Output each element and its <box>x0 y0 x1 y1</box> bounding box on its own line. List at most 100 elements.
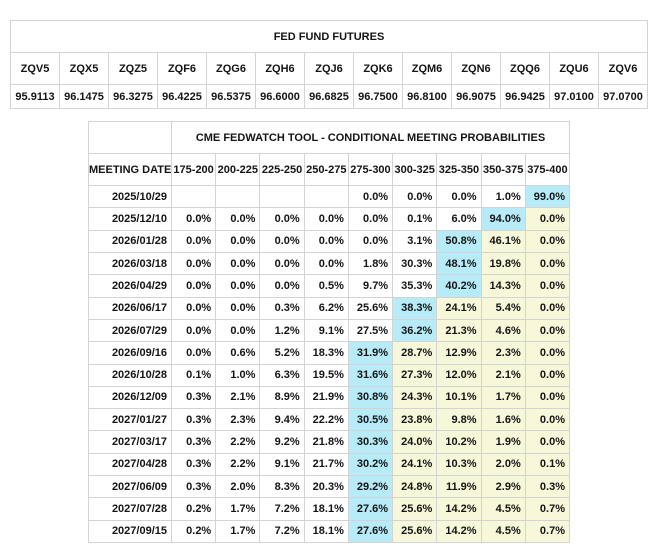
probability-cell: 1.7% <box>215 497 261 521</box>
probability-cell: 21.8% <box>303 430 349 454</box>
probability-cell: 6.3% <box>259 363 305 387</box>
probability-cell: 9.1% <box>259 452 305 477</box>
probability-cell: 6.2% <box>303 296 349 320</box>
probability-row: 2027/04/28 0.3% 2.2% 9.1% 21.7% 30.2% 24.1% 10.… <box>88 452 571 477</box>
probability-cell: 18.1% <box>303 497 349 521</box>
futures-price-cell: 95.9113 <box>10 84 60 109</box>
probability-cell: 30.3% <box>347 430 394 454</box>
probability-cell: 0.0% <box>524 274 571 298</box>
probability-row: 2027/01/27 0.3% 2.3% 9.4% 22.2% 30.5% 23.8% 9.8… <box>88 408 571 432</box>
probability-cell: 10.3% <box>436 452 482 477</box>
rate-range-header: 200-225 <box>215 153 261 186</box>
rate-range-header: 250-275 <box>303 153 349 186</box>
probability-cell: 0.0% <box>303 229 349 253</box>
meeting-date-cell: 2027/04/28 <box>88 452 172 477</box>
probability-cell: 31.9% <box>347 341 394 365</box>
probability-cell: 3.1% <box>392 229 438 253</box>
meeting-date-cell: 2026/06/17 <box>88 296 172 320</box>
probability-cell: 0.0% <box>170 318 217 343</box>
probability-cell: 25.6% <box>347 296 394 320</box>
probability-cell: 27.6% <box>347 497 394 521</box>
probability-cell: 24.1% <box>392 452 438 477</box>
probability-cell: 0.3% <box>170 475 217 499</box>
meeting-date-header: MEETING DATE <box>88 153 172 186</box>
futures-price-cell: 96.6825 <box>304 84 354 109</box>
probability-cell: 22.2% <box>303 408 349 432</box>
probability-cell: 2.1% <box>215 385 261 410</box>
probability-cell: 14.2% <box>436 519 482 544</box>
probability-row: 2027/07/28 0.2% 1.7% 7.2% 18.1% 27.6% 25.6% 14.… <box>88 497 571 521</box>
probability-cell: 4.5% <box>480 497 526 521</box>
probability-cell: 0.0% <box>170 296 217 320</box>
probability-row: 2025/10/29 0.0% 0.0% 0.0% 1.0% 99.0% <box>88 184 571 209</box>
probability-cell: 0.1% <box>170 363 217 387</box>
fedwatch-table-title: CME FEDWATCH TOOL - CONDITIONAL MEETING … <box>171 121 570 154</box>
probability-cell <box>170 184 217 209</box>
meeting-date-cell: 2026/04/29 <box>88 274 172 298</box>
probability-cell: 6.0% <box>436 207 482 231</box>
probability-row: 2026/07/29 0.0% 0.0% 1.2% 9.1% 27.5% 36.2% 21.3… <box>88 318 571 343</box>
probability-cell: 0.0% <box>170 251 217 276</box>
futures-column-header: ZQV5 <box>10 52 60 85</box>
probability-cell: 0.1% <box>392 207 438 231</box>
probability-cell: 0.2% <box>170 519 217 544</box>
probability-cell: 27.5% <box>347 318 394 343</box>
futures-column-header: ZQH6 <box>255 52 305 85</box>
futures-column-header: ZQK6 <box>353 52 403 85</box>
probability-cell: 2.2% <box>215 430 261 454</box>
probability-cell: 0.0% <box>215 318 261 343</box>
probability-cell: 94.0% <box>480 207 526 231</box>
probability-cell: 0.3% <box>259 296 305 320</box>
probability-row: 2026/09/16 0.0% 0.6% 5.2% 18.3% 31.9% 28.7% 12.… <box>88 341 571 365</box>
probability-cell: 0.0% <box>259 207 305 231</box>
probability-row: 2026/06/17 0.0% 0.0% 0.3% 6.2% 25.6% 38.3% 24.1… <box>88 296 571 320</box>
probability-cell: 0.0% <box>215 251 261 276</box>
futures-price-cell: 97.0700 <box>598 84 648 109</box>
probability-cell: 0.0% <box>524 207 571 231</box>
probability-row: 2027/09/15 0.2% 1.7% 7.2% 18.1% 27.6% 25.6% 14.… <box>88 519 571 544</box>
futures-price-cell: 96.9425 <box>500 84 550 109</box>
probability-cell: 2.9% <box>480 475 526 499</box>
probability-cell: 0.0% <box>524 408 571 432</box>
probability-cell: 99.0% <box>524 184 571 209</box>
probability-cell: 0.0% <box>170 274 217 298</box>
probability-cell: 24.0% <box>392 430 438 454</box>
probability-cell: 0.3% <box>170 452 217 477</box>
meeting-date-cell: 2026/01/28 <box>88 229 172 253</box>
probability-cell: 0.0% <box>524 229 571 253</box>
futures-price-cell: 96.6000 <box>255 84 305 109</box>
probability-cell: 19.5% <box>303 363 349 387</box>
probability-row: 2025/12/10 0.0% 0.0% 0.0% 0.0% 0.0% 0.1% 6.0% 94… <box>88 207 571 231</box>
futures-column-header: ZQQ6 <box>500 52 550 85</box>
probability-cell: 0.0% <box>259 229 305 253</box>
probability-cell: 2.1% <box>480 363 526 387</box>
probability-cell: 5.4% <box>480 296 526 320</box>
probability-cell: 0.0% <box>524 251 571 276</box>
probability-cell: 48.1% <box>436 251 482 276</box>
futures-title-row: FED FUND FUTURES <box>10 20 648 53</box>
probability-cell: 7.2% <box>259 497 305 521</box>
probability-cell: 2.3% <box>480 341 526 365</box>
probability-cell: 27.6% <box>347 519 394 544</box>
probability-cell: 31.6% <box>347 363 394 387</box>
probability-cell: 19.8% <box>480 251 526 276</box>
probability-cell: 0.3% <box>524 475 571 499</box>
probability-cell: 24.3% <box>392 385 438 410</box>
probability-cell: 27.3% <box>392 363 438 387</box>
meeting-date-cell: 2027/03/17 <box>88 430 172 454</box>
rate-range-header: 300-325 <box>392 153 438 186</box>
probability-cell: 18.1% <box>303 519 349 544</box>
probability-cell: 0.0% <box>303 251 349 276</box>
probability-cell: 1.6% <box>480 408 526 432</box>
probability-row: 2026/03/18 0.0% 0.0% 0.0% 0.0% 1.8% 30.3% 48.1%… <box>88 251 571 276</box>
futures-price-cell: 96.4225 <box>157 84 207 109</box>
meeting-date-cell: 2027/07/28 <box>88 497 172 521</box>
probability-cell: 0.0% <box>170 341 217 365</box>
probability-cell: 25.6% <box>392 497 438 521</box>
probability-cell: 30.3% <box>392 251 438 276</box>
probability-cell: 0.0% <box>524 385 571 410</box>
probability-cell: 2.2% <box>215 452 261 477</box>
meeting-date-cell: 2026/07/29 <box>88 318 172 343</box>
futures-price-cell: 96.1475 <box>59 84 109 109</box>
